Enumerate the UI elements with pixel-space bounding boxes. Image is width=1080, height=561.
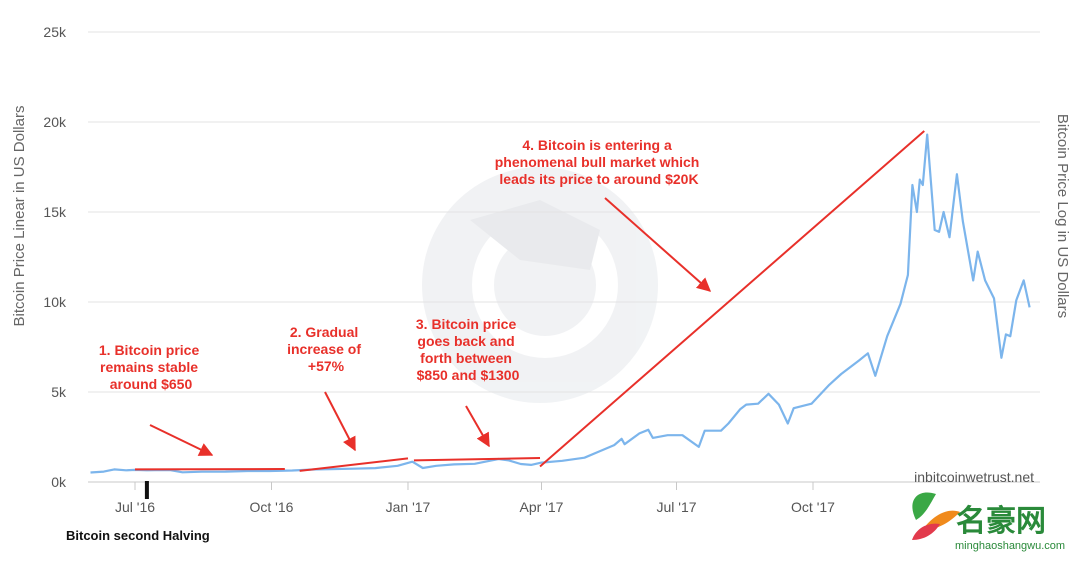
halving-label: Bitcoin second Halving bbox=[66, 528, 210, 543]
annotation-phase4-line3: leads its price to around $20K bbox=[499, 171, 698, 187]
annotation-phase2-line2: increase of bbox=[287, 341, 361, 357]
annotation-phase2-line1: 2. Gradual bbox=[290, 324, 358, 340]
x-tick-label-0: Jul '16 bbox=[115, 499, 155, 515]
grid-lines bbox=[88, 31, 1040, 483]
x-tick-label-5: Oct '17 bbox=[791, 499, 835, 515]
y-axis-ticks: 0k 5k 10k 15k 20k 25k bbox=[43, 24, 67, 490]
site-logo-text: 名豪网 bbox=[956, 504, 1046, 538]
site-logo-watermark: 名豪网 minghaoshangwu.com bbox=[912, 492, 1065, 552]
y-axis-left-title: Bitcoin Price Linear in US Dollars bbox=[11, 106, 28, 327]
annotation-phase4-line1: 4. Bitcoin is entering a bbox=[522, 137, 672, 153]
leaf-logo-icon bbox=[912, 492, 960, 540]
annotation-phase3-line2: goes back and bbox=[417, 333, 514, 349]
annotation-phase3: 3. Bitcoin price goes back and forth bet… bbox=[416, 316, 520, 383]
phase-line-2 bbox=[299, 457, 409, 472]
annotation-phase1-line1: 1. Bitcoin price bbox=[99, 342, 200, 358]
annotation-phase1-line3: around $650 bbox=[110, 376, 193, 392]
annotation-arrows bbox=[149, 197, 712, 456]
annotation-phase4: 4. Bitcoin is entering a phenomenal bull… bbox=[495, 137, 703, 187]
y-tick-label-0: 0k bbox=[51, 474, 67, 490]
x-tick-label-4: Jul '17 bbox=[656, 499, 696, 515]
annotation-phase3-line3: forth between bbox=[420, 350, 512, 366]
arrow-phase4 bbox=[604, 197, 712, 292]
x-tick-label-1: Oct '16 bbox=[250, 499, 294, 515]
annotation-phase2: 2. Gradual increase of +57% bbox=[287, 324, 365, 374]
background-logo-watermark bbox=[422, 167, 658, 403]
source-label: inbitcoinwetrust.net bbox=[914, 469, 1034, 485]
x-axis-ticks: Jul '16 Oct '16 Jan '17 Apr '17 Jul '17 Oct '… bbox=[115, 482, 835, 515]
arrow-phase1 bbox=[149, 424, 214, 456]
arrow-phase3 bbox=[465, 405, 490, 448]
y-tick-label-2: 10k bbox=[43, 294, 67, 310]
y-tick-label-3: 15k bbox=[43, 204, 67, 220]
y-axis-right-title: Bitcoin Price Log in US Dollars bbox=[1054, 114, 1071, 318]
annotation-phase4-line2: phenomenal bull market which bbox=[495, 154, 700, 170]
annotation-phase3-line4: $850 and $1300 bbox=[417, 367, 520, 383]
phase-trend-lines bbox=[134, 130, 925, 472]
phase-line-3 bbox=[413, 457, 541, 462]
y-tick-label-4: 20k bbox=[43, 114, 67, 130]
annotation-phase2-line3: +57% bbox=[308, 358, 345, 374]
x-tick-label-3: Apr '17 bbox=[520, 499, 564, 515]
y-tick-label-1: 5k bbox=[51, 384, 67, 400]
annotation-phase1-line2: remains stable bbox=[100, 359, 198, 375]
annotation-phase1: 1. Bitcoin price remains stable around $… bbox=[99, 342, 203, 392]
phase-line-4 bbox=[539, 130, 925, 468]
annotation-phase3-line1: 3. Bitcoin price bbox=[416, 316, 517, 332]
site-logo-url: minghaoshangwu.com bbox=[955, 540, 1065, 552]
x-tick-label-2: Jan '17 bbox=[386, 499, 431, 515]
y-tick-label-5: 25k bbox=[43, 24, 67, 40]
arrow-phase2 bbox=[324, 391, 356, 452]
halving-marker bbox=[144, 481, 149, 499]
